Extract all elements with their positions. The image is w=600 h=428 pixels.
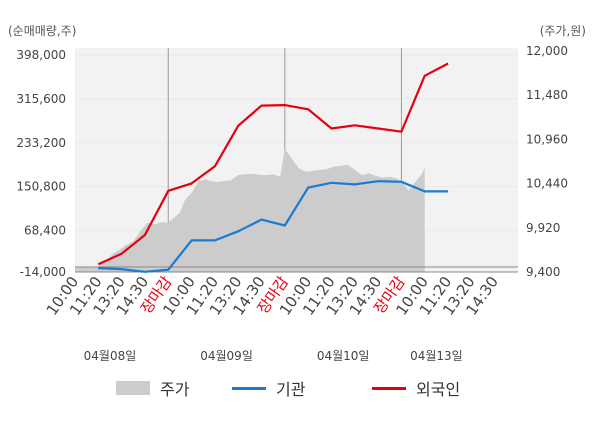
legend-item-price: 주가	[116, 376, 189, 400]
legend: 주가 기관 외국인	[0, 376, 600, 400]
legend-swatch-price	[116, 381, 150, 395]
left-tick-label: -14,000	[20, 265, 66, 279]
session-date-label: 04월13일	[410, 349, 463, 363]
left-tick-label: 315,600	[16, 92, 66, 106]
institution-line	[98, 180, 449, 273]
legend-label-foreign: 외국인	[416, 380, 461, 399]
legend-item-foreign: 외국인	[372, 376, 460, 400]
right-axis-ticks: 12,000 11,480 10,960 10,440 9,920 9,400	[526, 44, 568, 279]
foreign-line	[97, 62, 449, 266]
legend-label-institution: 기관	[276, 380, 306, 399]
left-axis-ticks: 398,000 315,600 233,200 150,800 68,400 -14,00…	[16, 48, 66, 279]
left-axis-unit: (순매매량,주)	[8, 24, 77, 38]
legend-item-institution: 기관	[232, 376, 305, 400]
session-date-label: 04월09일	[200, 349, 253, 363]
investor-flow-chart: 398,000 315,600 233,200 150,800 68,400 -14,00…	[16, 44, 568, 319]
legend-label-price: 주가	[160, 380, 190, 399]
x-axis-ticks: 10:0011:2013:2014:30장마감10:0011:2013:2014…	[43, 273, 502, 319]
right-tick-label: 10,960	[526, 132, 568, 146]
right-tick-label: 9,400	[526, 265, 560, 279]
legend-swatch-institution	[232, 386, 266, 390]
right-tick-label: 11,480	[526, 88, 568, 102]
session-date-label: 04월10일	[316, 349, 370, 363]
left-tick-label: 150,800	[16, 180, 66, 194]
left-tick-label: 68,400	[24, 224, 66, 238]
session-date-label: 04월08일	[83, 349, 137, 363]
price-area	[75, 148, 425, 272]
right-axis-unit: (주가,원)	[539, 24, 586, 38]
price-area-layer	[75, 148, 425, 272]
legend-swatch-foreign	[372, 386, 406, 390]
left-tick-label: 398,000	[16, 48, 66, 62]
series-lines-layer	[97, 62, 449, 273]
right-tick-label: 9,920	[526, 221, 560, 235]
right-tick-label: 12,000	[526, 44, 568, 58]
left-tick-label: 233,200	[16, 136, 66, 150]
right-tick-label: 10,440	[526, 177, 568, 191]
